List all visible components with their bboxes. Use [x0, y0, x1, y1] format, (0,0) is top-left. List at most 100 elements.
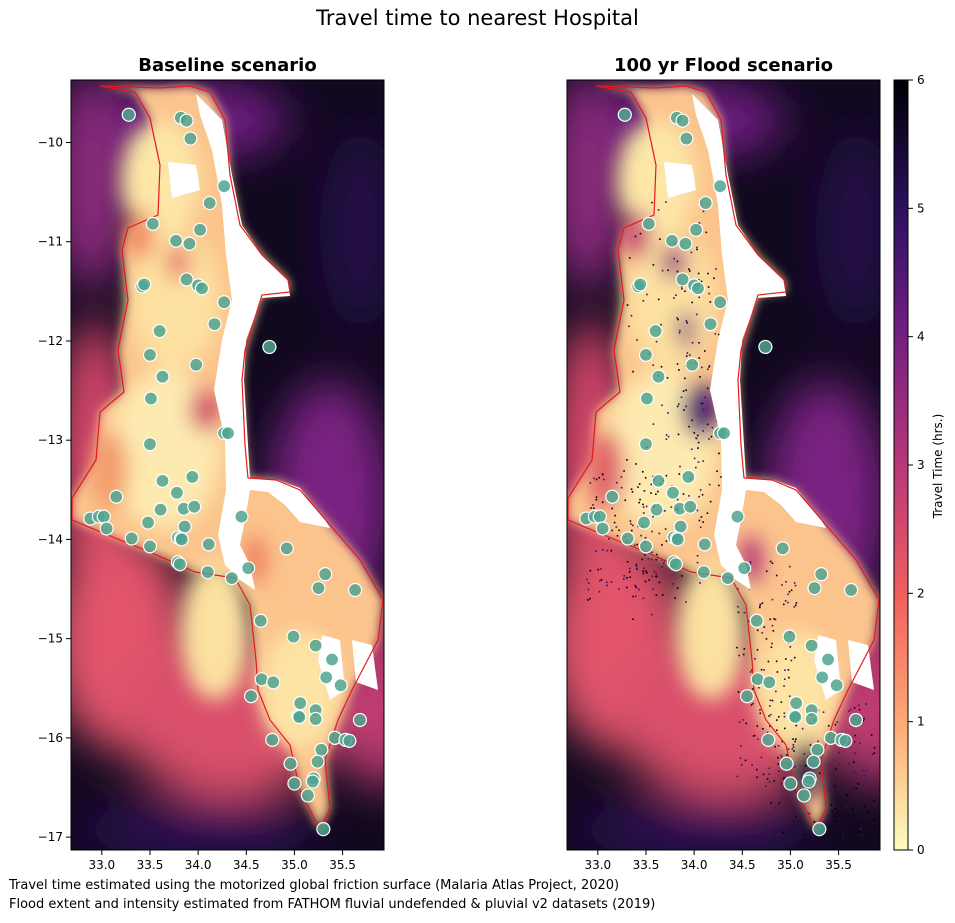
- flood-speckle: [789, 565, 791, 568]
- flood-speckle: [587, 588, 590, 591]
- flood-speckle: [696, 248, 698, 251]
- flood-speckle: [747, 620, 750, 623]
- flood-speckle: [630, 488, 633, 491]
- flood-speckle: [636, 543, 639, 546]
- flood-speckle: [803, 834, 806, 836]
- flood-speckle: [793, 656, 796, 659]
- flood-speckle: [752, 702, 754, 705]
- flood-speckle: [623, 575, 626, 577]
- flood-speckle: [720, 476, 722, 478]
- flood-speckle: [689, 354, 691, 356]
- y-tick-label: −15: [38, 632, 63, 646]
- flood-speckle: [632, 595, 634, 598]
- flood-speckle: [749, 671, 752, 673]
- flood-speckle: [678, 369, 680, 371]
- flood-speckle: [616, 481, 618, 484]
- flood-speckle: [777, 756, 779, 759]
- colorbar-tick-label: 6: [917, 73, 925, 87]
- flood-speckle: [661, 404, 663, 407]
- flood-speckle: [853, 707, 856, 709]
- flood-speckle: [848, 710, 850, 713]
- flood-speckle: [787, 748, 790, 751]
- flood-speckle: [856, 795, 859, 798]
- flood-speckle: [664, 510, 666, 512]
- flood-speckle: [635, 463, 637, 465]
- flood-speckle: [699, 582, 701, 584]
- flood-speckle: [849, 708, 852, 711]
- hospital-marker: [207, 316, 222, 332]
- flood-speckle: [774, 745, 776, 748]
- flood-speckle: [773, 780, 775, 782]
- flood-speckle: [808, 812, 811, 815]
- hospital-marker: [292, 709, 307, 725]
- flood-speckle: [685, 355, 688, 357]
- baseline-map: [71, 80, 384, 850]
- hospital-marker: [287, 776, 302, 791]
- flood-speckle: [691, 419, 693, 422]
- flood-speckle: [769, 618, 772, 621]
- flood-speckle: [865, 769, 868, 772]
- flood-speckle: [769, 699, 772, 702]
- flood-speckle: [644, 554, 646, 556]
- flood-speckle: [851, 807, 854, 810]
- flood-speckle: [680, 396, 683, 399]
- flood-speckle: [631, 490, 634, 493]
- flood-speckle: [759, 709, 761, 711]
- hospital-marker: [761, 732, 776, 747]
- hospital-marker: [749, 613, 764, 628]
- hospital-marker: [300, 788, 316, 803]
- flood-speckle: [686, 321, 688, 324]
- flood-speckle: [620, 476, 623, 478]
- flood-speckle: [700, 403, 703, 405]
- flood-speckle: [673, 257, 676, 260]
- hospital-marker: [153, 502, 168, 517]
- flood-speckle: [601, 473, 604, 475]
- y-tick-label: −16: [38, 731, 63, 745]
- flood-speckle: [740, 763, 743, 766]
- x-tick-label: 33.5: [137, 858, 164, 872]
- hospital-marker: [713, 179, 728, 194]
- hospital-marker: [121, 107, 136, 122]
- flood-speckle: [775, 574, 778, 577]
- flood-speckle: [629, 567, 631, 570]
- flood-speckle: [682, 390, 685, 392]
- flood-speckle: [698, 279, 700, 281]
- flood-speckle: [614, 514, 616, 517]
- flood-speckle: [775, 719, 778, 721]
- hospital-marker: [804, 638, 819, 653]
- x-tick-label: 35.0: [777, 858, 804, 872]
- flood-speckle: [784, 658, 787, 660]
- flood-speckle: [788, 591, 791, 593]
- flood-speckle: [659, 238, 661, 240]
- flood-speckle: [696, 554, 699, 557]
- flood-speckle: [713, 277, 715, 280]
- flood-speckle: [870, 734, 873, 736]
- flood-speckle: [706, 512, 709, 515]
- flood-speckle: [592, 504, 594, 506]
- flood-speckle: [632, 370, 634, 373]
- flood-speckle: [707, 368, 709, 371]
- hospital-marker: [806, 754, 821, 769]
- flood-speckle: [601, 501, 604, 504]
- hospital-marker: [179, 113, 194, 128]
- colorbar-tick-label: 2: [917, 586, 925, 600]
- flood-speckle: [857, 704, 860, 707]
- flood-speckle: [776, 671, 779, 673]
- flood-speckle: [595, 478, 598, 481]
- flood-speckle: [782, 777, 785, 780]
- flood-speckle: [708, 292, 710, 295]
- hospital-marker: [179, 272, 194, 287]
- hospital-marker: [333, 678, 348, 693]
- flood-speckle: [641, 558, 643, 561]
- flood-speckle: [858, 708, 861, 711]
- flood-speckle: [702, 521, 704, 523]
- flood-speckle: [760, 756, 763, 759]
- flood-speckle: [595, 550, 597, 552]
- x-tick-label: 34.0: [185, 858, 212, 872]
- flood-speckle: [648, 579, 651, 581]
- flood-speckle: [618, 529, 620, 532]
- hospital-marker: [202, 195, 217, 211]
- flood-speckle: [635, 568, 638, 570]
- flood-speckle: [611, 529, 614, 532]
- flood-speckle: [665, 474, 668, 477]
